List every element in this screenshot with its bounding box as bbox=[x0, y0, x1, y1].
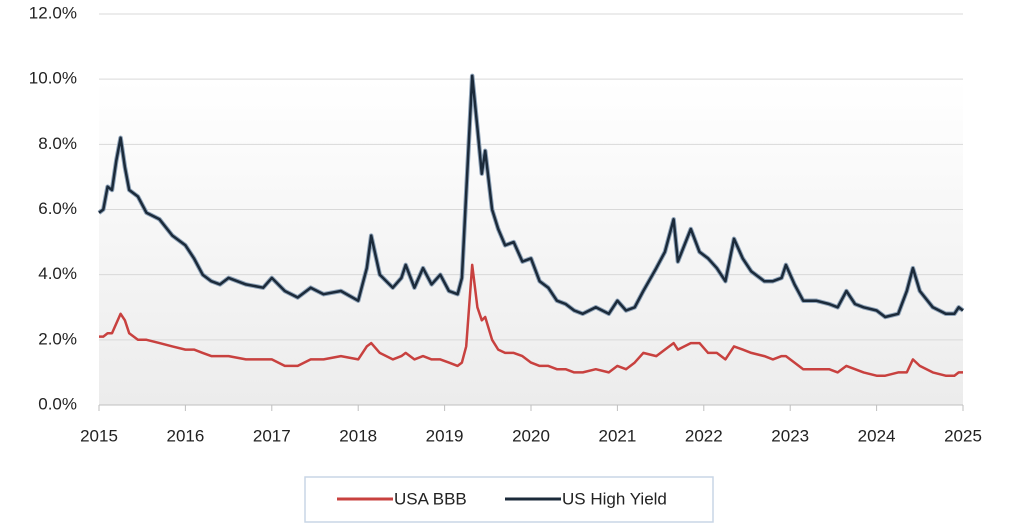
x-tick-label: 2021 bbox=[598, 426, 636, 445]
y-tick-label: 10.0% bbox=[29, 69, 77, 88]
x-tick-label: 2022 bbox=[685, 426, 723, 445]
series-line bbox=[99, 263, 963, 377]
x-tick-label: 2018 bbox=[339, 426, 377, 445]
x-tick-label: 2019 bbox=[426, 426, 464, 445]
plot-background bbox=[99, 80, 963, 405]
y-tick-label: 2.0% bbox=[38, 329, 77, 348]
x-tick-label: 2024 bbox=[858, 426, 896, 445]
legend-label: US High Yield bbox=[562, 489, 667, 508]
y-tick-label: 6.0% bbox=[38, 199, 77, 218]
y-tick-label: 0.0% bbox=[38, 394, 77, 413]
x-tick-label: 2023 bbox=[771, 426, 809, 445]
y-tick-label: 8.0% bbox=[38, 134, 77, 153]
y-tick-label: 4.0% bbox=[38, 264, 77, 283]
legend: USA BBB US High Yield bbox=[304, 476, 714, 523]
x-tick-label: 2025 bbox=[944, 426, 982, 445]
series-line bbox=[98, 74, 964, 319]
x-tick-label: 2016 bbox=[166, 426, 204, 445]
x-tick-label: 2017 bbox=[253, 426, 291, 445]
x-tick-label: 2020 bbox=[512, 426, 550, 445]
x-tick-label: 2015 bbox=[80, 426, 118, 445]
y-tick-label: 12.0% bbox=[29, 3, 77, 22]
legend-label: USA BBB bbox=[394, 489, 467, 508]
